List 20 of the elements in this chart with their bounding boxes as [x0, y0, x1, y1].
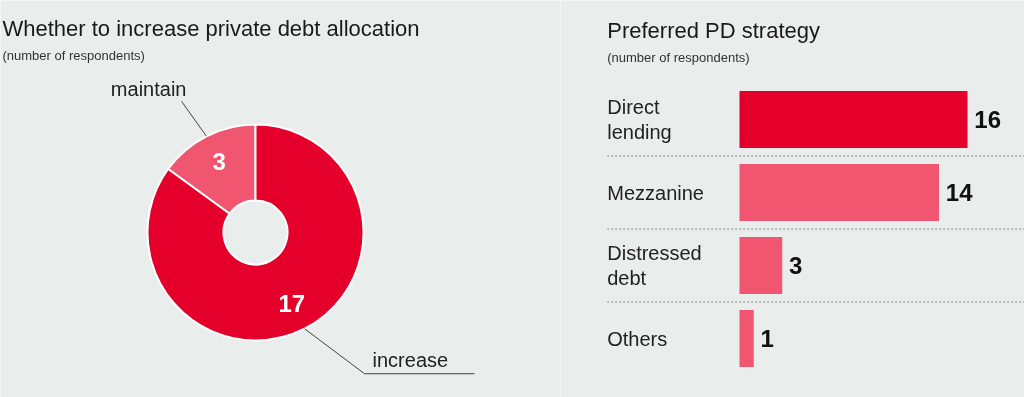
y-tick-label: Direct lending: [607, 96, 672, 143]
y-tick-label: Distressed debt: [607, 242, 702, 289]
slice-label: maintain: [110, 78, 187, 101]
bar: [739, 164, 939, 221]
y-tick-label: Others: [607, 327, 668, 350]
slice-label: increase: [372, 348, 449, 371]
bar: [739, 91, 968, 148]
data-label: 17: [278, 290, 306, 318]
y-tick-label: Mezzanine: [607, 181, 704, 204]
chart-title: Preferred PD strategy: [607, 18, 820, 43]
chart-subtitle: (number of respondents): [607, 50, 750, 65]
data-label: 16: [974, 106, 1002, 133]
chart-title: Whether to increase private debt allocation: [2, 16, 420, 41]
data-label: 3: [789, 252, 803, 279]
data-label: 1: [760, 325, 774, 352]
bar: [739, 310, 754, 367]
data-label: 14: [945, 179, 974, 206]
data-label: 3: [212, 147, 226, 175]
bar: [739, 237, 783, 294]
chart-subtitle: (number of respondents): [2, 48, 145, 63]
